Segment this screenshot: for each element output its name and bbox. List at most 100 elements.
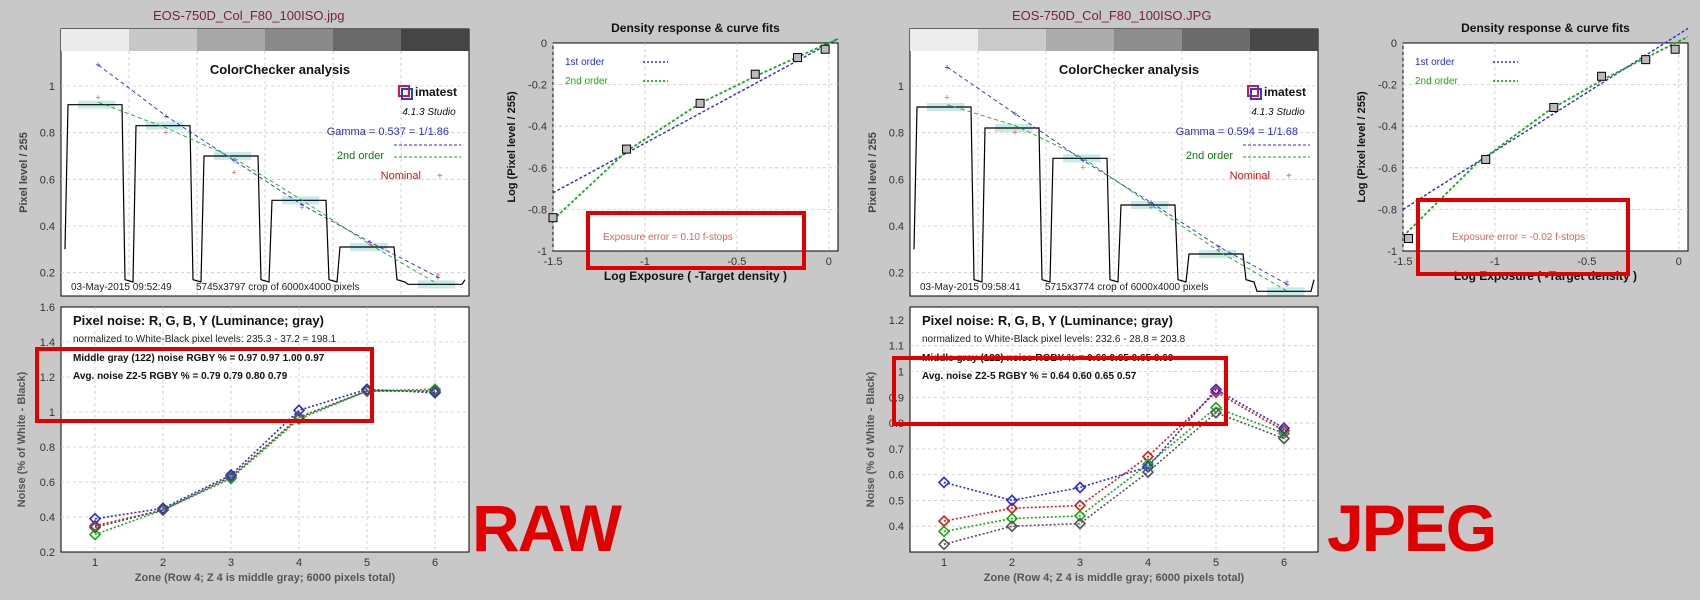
jpeg-noise-pt-B-2 bbox=[1073, 481, 1087, 494]
raw-density-legend2: 2nd order bbox=[565, 76, 608, 87]
raw-density-1st-line bbox=[552, 38, 839, 194]
raw-noise-xtick-1: 2 bbox=[160, 557, 166, 569]
raw-noise-heading: Pixel noise: R, G, B, Y (Luminance; gray… bbox=[73, 313, 324, 328]
jpeg-cc-ytick-1: 0.8 bbox=[889, 128, 904, 140]
raw-cc-nominal-pt-0: + bbox=[95, 93, 100, 103]
jpeg-cc-patch-1 bbox=[978, 29, 1046, 51]
jpeg-noise-pt-Y-4 bbox=[1209, 406, 1223, 419]
jpeg-noise-ytick-0: 1.2 bbox=[889, 315, 904, 327]
raw-noise-pt-B-3 bbox=[292, 404, 306, 417]
raw-exposure-error: Exposure error = 0.10 f-stops bbox=[603, 232, 733, 243]
raw-cc-gamma-line bbox=[98, 64, 439, 278]
jpeg-density-ytick-2: -0.4 bbox=[1378, 121, 1397, 133]
raw-cc-footer-crop: 5745x3797 crop of 6000x4000 pixels bbox=[196, 282, 359, 293]
raw-noise-line-B bbox=[94, 388, 436, 520]
jpeg-density-ytick-4: -0.8 bbox=[1378, 204, 1397, 216]
jpeg-noise-pt-Y-5 bbox=[1277, 432, 1291, 445]
raw-cc-gamma-pt-2: + bbox=[231, 156, 236, 166]
raw-cc-gamma-label: Gamma = 0.537 = 1/1.86 bbox=[327, 126, 449, 138]
raw-noise-line-Y bbox=[94, 390, 435, 529]
jpeg-noise-ytick-1: 1.1 bbox=[889, 341, 904, 353]
jpeg-density-ytick-5: -1 bbox=[1387, 246, 1397, 258]
jpeg-density-point-2 bbox=[1549, 102, 1559, 112]
raw-cc-nominal-pt-1: + bbox=[163, 128, 168, 138]
jpeg-cc-nominal-pt-1: + bbox=[1012, 128, 1017, 138]
jpeg-cc-nominal-pt-4: + bbox=[1216, 244, 1221, 254]
jpeg-cc-heading: ColorChecker analysis bbox=[1059, 62, 1199, 77]
raw-density-ylabel: Log (Pixel level / 255) bbox=[506, 91, 518, 203]
jpeg-noise-xtick-3: 4 bbox=[1145, 557, 1151, 569]
jpeg-cc-nominal-pt-0: + bbox=[944, 93, 949, 103]
jpeg-density-ylabel: Log (Pixel level / 255) bbox=[1356, 91, 1368, 203]
raw-noise-xtick-2: 3 bbox=[228, 557, 234, 569]
raw-noise-avg: Avg. noise Z2-5 RGBY % = 0.79 0.79 0.80 … bbox=[73, 371, 288, 382]
jpeg-cc-logo-icon-2 bbox=[1250, 88, 1262, 100]
jpeg-noise-xtick-1: 2 bbox=[1009, 557, 1015, 569]
raw-noise-ytick-6: 0.4 bbox=[40, 512, 55, 524]
jpeg-density-title: Density response & curve fits bbox=[1461, 21, 1630, 35]
raw-density-xtick-1: -1 bbox=[640, 256, 650, 268]
jpeg-noise-line-G bbox=[943, 406, 1285, 533]
raw-density-frame bbox=[552, 42, 839, 252]
raw-noise-ylabel: Noise (% of White - Black) bbox=[16, 371, 28, 507]
raw-file-title: EOS-750D_Col_F80_100ISO.jpg bbox=[153, 8, 345, 23]
raw-cc-nominal-pt-2: + bbox=[231, 167, 236, 177]
raw-cc-logo-icon-2 bbox=[401, 88, 413, 100]
jpeg-cc-patch-5 bbox=[1250, 29, 1318, 51]
jpeg-noise-ytick-5: 0.7 bbox=[889, 444, 904, 456]
jpeg-noise-highlight-box bbox=[892, 356, 1228, 426]
raw-noise-xtick-5: 6 bbox=[432, 557, 438, 569]
raw-noise-ytick-2: 1.2 bbox=[40, 372, 55, 384]
jpeg-noise-pt-Y-1 bbox=[1005, 520, 1019, 533]
jpeg-noise-normalized: normalized to White-Black pixel levels: … bbox=[922, 334, 1186, 345]
raw-density-point-5 bbox=[820, 44, 830, 54]
jpeg-noise-pt-B-3 bbox=[1141, 460, 1155, 474]
jpeg-noise-pt-B-1 bbox=[1005, 494, 1019, 507]
raw-density-point-0 bbox=[548, 213, 558, 223]
jpeg-noise-pt-G-5 bbox=[1277, 427, 1291, 440]
jpeg-cc-patch-0 bbox=[910, 29, 978, 51]
jpeg-noise-pt-Y-3 bbox=[1141, 465, 1155, 479]
jpeg-cc-gamma-label: Gamma = 0.594 = 1/1.68 bbox=[1176, 126, 1298, 138]
raw-density-point-2 bbox=[695, 98, 705, 108]
raw-density-xlabel: Log Exposure ( -Target density ) bbox=[604, 269, 787, 283]
raw-exposure-highlight-box bbox=[586, 211, 806, 270]
raw-cc-gamma-pt-4: + bbox=[367, 237, 372, 247]
raw-cc-gamma-pt-5: + bbox=[435, 272, 440, 282]
raw-cc-nominal-pt-5: + bbox=[435, 270, 440, 280]
raw-cc-nominal-pt-4: + bbox=[367, 240, 372, 250]
jpeg-noise-pt-G-2 bbox=[1073, 509, 1087, 523]
jpeg-label: JPEG bbox=[1327, 491, 1497, 565]
jpeg-noise-xtick-5: 6 bbox=[1281, 557, 1287, 569]
raw-density-xtick-0: -1.5 bbox=[544, 256, 563, 268]
jpeg-cc-ytick-3: 0.4 bbox=[889, 221, 904, 233]
raw-cc-ytick-3: 0.4 bbox=[40, 221, 55, 233]
raw-density-ytick-0: 0 bbox=[541, 38, 547, 50]
raw-cc-2nd-label: 2nd order bbox=[337, 150, 384, 162]
jpeg-cc-ytick-2: 0.6 bbox=[889, 174, 904, 186]
raw-label: RAW bbox=[472, 491, 622, 565]
jpeg-cc-gamma-pt-2: + bbox=[1080, 156, 1085, 166]
raw-cc-ylabel: Pixel level / 255 bbox=[18, 132, 30, 213]
raw-noise-highlight-box bbox=[35, 347, 374, 423]
jpeg-noise-avg: Avg. noise Z2-5 RGBY % = 0.64 0.60 0.65 … bbox=[922, 371, 1137, 382]
raw-cc-heading: ColorChecker analysis bbox=[210, 62, 350, 77]
jpeg-density-point-4 bbox=[1641, 55, 1651, 65]
jpeg-cc-ytick-0: 1 bbox=[898, 81, 904, 93]
jpeg-cc-nominal-pt-3: + bbox=[1148, 202, 1153, 212]
raw-cc-gamma-pt-0: + bbox=[95, 60, 100, 70]
jpeg-noise-ytick-2: 1 bbox=[898, 366, 904, 378]
raw-noise-pt-Y-2 bbox=[224, 470, 238, 483]
jpeg-cc-nominal-swatch: + bbox=[1286, 171, 1292, 182]
jpeg-density-point-5 bbox=[1670, 44, 1680, 54]
raw-cc-ytick-2: 0.6 bbox=[40, 174, 55, 186]
raw-cc-nominal-label: Nominal bbox=[381, 170, 421, 182]
raw-noise-ytick-7: 0.2 bbox=[40, 547, 55, 559]
jpeg-cc-profile bbox=[913, 106, 1315, 292]
jpeg-noise-ytick-6: 0.6 bbox=[889, 470, 904, 482]
raw-noise-xtick-0: 1 bbox=[92, 557, 98, 569]
raw-density-xtick-2: -0.5 bbox=[727, 256, 746, 268]
raw-noise-normalized: normalized to White-Black pixel levels: … bbox=[73, 334, 337, 345]
raw-density-ytick-2: -0.4 bbox=[528, 121, 547, 133]
raw-noise-ytick-0: 1.6 bbox=[40, 302, 55, 314]
